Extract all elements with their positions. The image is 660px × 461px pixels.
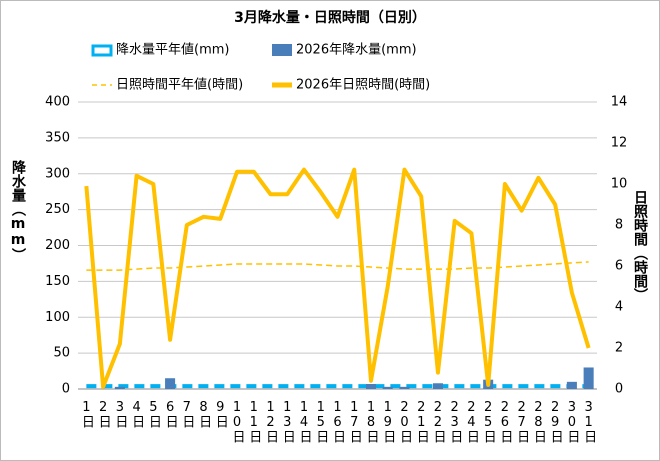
y-tick-label: 50 bbox=[53, 346, 70, 361]
x-tick-label: 21日 bbox=[414, 400, 429, 443]
legend-label: 2026年降水量(mm) bbox=[296, 43, 417, 58]
x-tick-label: 16日 bbox=[330, 400, 345, 443]
x-tick-label: 24日 bbox=[464, 400, 479, 443]
legend-label: 降水量平年値(mm) bbox=[116, 42, 229, 58]
y-tick-label: 200 bbox=[45, 238, 70, 253]
y-tick-label: 150 bbox=[45, 274, 70, 289]
x-tick-label: 15日 bbox=[313, 400, 328, 443]
x-tick-label: 5日 bbox=[146, 400, 161, 428]
x-tick-label: 11日 bbox=[246, 400, 261, 443]
y2-tick-label: 14 bbox=[611, 95, 628, 110]
bar bbox=[114, 386, 125, 389]
y-tick-label: 300 bbox=[45, 166, 70, 181]
x-tick-label: 10日 bbox=[230, 400, 245, 443]
x-tick-label: 6日 bbox=[163, 400, 178, 428]
bar bbox=[399, 386, 410, 389]
bar bbox=[583, 367, 594, 389]
line bbox=[84, 167, 591, 389]
x-tick-label: 20日 bbox=[397, 400, 412, 443]
bar bbox=[432, 383, 443, 389]
y-tick-label: 0 bbox=[62, 382, 70, 397]
y2-tick-label: 0 bbox=[615, 382, 623, 397]
x-tick-label: 17日 bbox=[347, 400, 362, 443]
y2-tick-label: 12 bbox=[611, 136, 628, 151]
y2-tick-label: 10 bbox=[611, 177, 628, 192]
x-tick-label: 27日 bbox=[514, 400, 529, 443]
x-tick-label: 22日 bbox=[430, 400, 445, 443]
x-tick-label: 4日 bbox=[129, 400, 144, 428]
x-tick-label: 14日 bbox=[297, 400, 312, 443]
x-tick-label: 8日 bbox=[196, 400, 211, 428]
x-tick-label: 18日 bbox=[363, 400, 378, 443]
x-tick-label: 23日 bbox=[447, 400, 462, 443]
y2-tick-label: 4 bbox=[615, 300, 623, 315]
x-tick-label: 31日 bbox=[581, 400, 596, 443]
x-tick-label: 12日 bbox=[263, 400, 278, 443]
x-tick-label: 28日 bbox=[531, 400, 546, 443]
x-tick-label: 29日 bbox=[548, 400, 563, 443]
y-tick-label: 250 bbox=[45, 202, 70, 217]
bar bbox=[566, 381, 577, 389]
bar bbox=[365, 383, 377, 389]
bar bbox=[165, 378, 176, 389]
x-tick-label: 1日 bbox=[79, 400, 94, 428]
legend-swatch bbox=[91, 44, 113, 57]
y-axis-label: 降水量（mm） bbox=[10, 159, 27, 262]
line bbox=[86, 261, 589, 271]
x-tick-label: 25日 bbox=[481, 400, 496, 443]
x-tick-label: 3日 bbox=[112, 400, 127, 428]
x-tick-label: 30日 bbox=[564, 400, 579, 443]
y2-tick-label: 8 bbox=[615, 218, 623, 233]
x-tick-label: 26日 bbox=[497, 400, 512, 443]
chart-title: 3月降水量・日照時間（日別） bbox=[234, 9, 426, 26]
x-tick-label: 13日 bbox=[280, 400, 295, 443]
y2-tick-label: 2 bbox=[615, 341, 623, 356]
y-tick-label: 400 bbox=[45, 95, 70, 110]
legend-swatch bbox=[272, 44, 292, 56]
bar bbox=[382, 386, 393, 389]
y2-axis-label: 日照時間（時間） bbox=[632, 190, 649, 302]
y2-tick-label: 6 bbox=[615, 259, 623, 274]
x-tick-label: 2日 bbox=[96, 400, 111, 428]
x-tick-label: 19日 bbox=[380, 400, 395, 443]
x-tick-label: 7日 bbox=[179, 400, 194, 428]
x-tick-label: 9日 bbox=[213, 400, 228, 428]
legend-label: 2026年日照時間(時間) bbox=[296, 78, 430, 93]
y-tick-label: 100 bbox=[45, 310, 70, 325]
legend-label: 日照時間平年値(時間) bbox=[116, 77, 243, 93]
y-tick-label: 350 bbox=[45, 130, 70, 145]
